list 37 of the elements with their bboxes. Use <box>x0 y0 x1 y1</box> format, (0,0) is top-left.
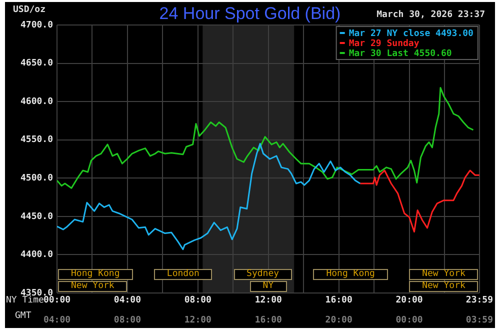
x-tick-label: 12:00 <box>254 296 282 306</box>
annotation: New York <box>409 281 478 292</box>
x-tick-label: 00:00 <box>43 296 71 306</box>
y-tick-label: 4600.0 <box>20 96 53 107</box>
y-tick-label: 4650.0 <box>20 58 53 69</box>
x-tick-label: 08:00 <box>184 296 212 306</box>
y-tick-label: 4500.0 <box>20 173 53 184</box>
annotation: Hong Kong <box>313 269 388 280</box>
x2-tick-label: 16:00 <box>254 316 282 326</box>
x2-tick-label: 20:00 <box>325 316 352 326</box>
x2-tick-label: 04:00 <box>43 316 71 326</box>
y-axis-title: USD/oz <box>13 5 46 15</box>
annotation: Sydney <box>234 269 292 280</box>
legend-label: Mar 30 Last 4550.60 <box>348 48 452 59</box>
x2-tick-label: 12:00 <box>184 316 212 326</box>
annotation: New York <box>409 269 478 280</box>
y-tick-label: 4450.0 <box>20 212 53 222</box>
chart-subtitle: March 30, 2026 23:37 <box>376 10 485 20</box>
y-tick-label: 4700.0 <box>20 20 53 30</box>
legend-label: Mar 27 NY close 4493.00 <box>348 28 474 39</box>
chart-title: 24 Hour Spot Gold (Bid) <box>159 4 341 23</box>
annotation: London <box>154 269 212 280</box>
x2-axis-title: GMT <box>15 310 32 321</box>
x-axis-title: NY Time <box>6 295 44 306</box>
y-tick-label: 4400.0 <box>20 250 53 260</box>
x2-tick-label: 08:00 <box>114 316 142 326</box>
legend-label: Mar 29 Sunday <box>348 38 420 49</box>
x-tick-label: 20:00 <box>396 296 423 306</box>
annotation: Hong Kong <box>58 269 133 280</box>
y-tick-label: 4550.0 <box>20 135 53 146</box>
x-tick-label: 04:00 <box>114 296 142 306</box>
x2-tick-label: 03:59 <box>466 316 493 326</box>
x-tick-label: 16:00 <box>325 296 352 306</box>
annotation: NY <box>250 281 287 292</box>
x-tick-label: 23:59 <box>466 296 493 306</box>
annotation: New York <box>58 281 128 292</box>
x2-tick-label: 00:00 <box>396 316 423 326</box>
